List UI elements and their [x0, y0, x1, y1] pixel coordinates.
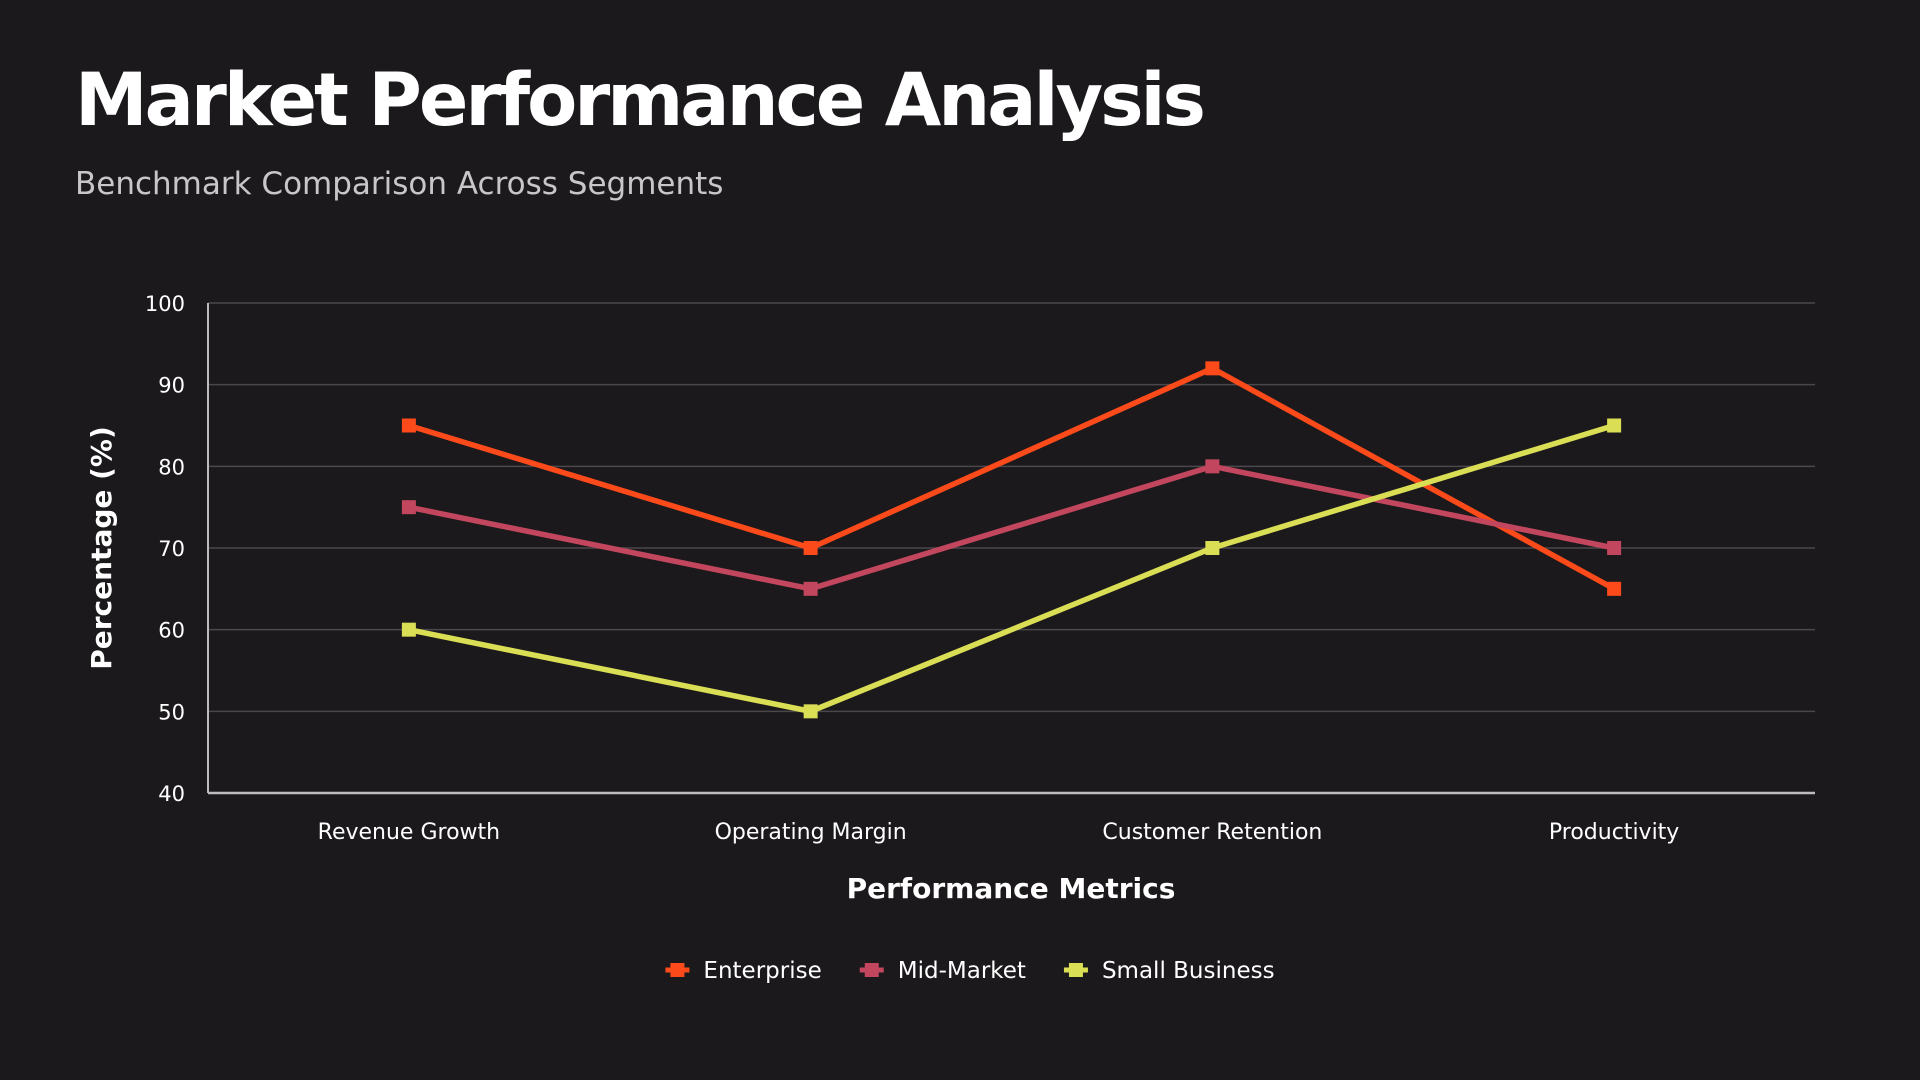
series-line-2	[408, 422, 1615, 715]
data-point	[803, 704, 818, 719]
x-tick-label: Productivity	[1549, 820, 1679, 845]
y-tick-label: 50	[158, 700, 185, 724]
data-point	[401, 418, 416, 433]
legend-swatch-marker	[670, 963, 685, 977]
tick-labels: 40 50 60 70 80 90 100 Revenue Growth Operating M…	[145, 292, 1679, 845]
x-tick-label: Revenue Growth	[318, 820, 500, 845]
data-point	[1205, 459, 1220, 474]
y-tick-label: 40	[158, 782, 185, 806]
data-point	[401, 500, 416, 515]
y-tick-label: 90	[158, 374, 185, 398]
grid-lines	[208, 302, 1815, 713]
data-point	[1607, 418, 1622, 433]
data-point	[1205, 361, 1220, 376]
legend-swatch-marker	[1068, 963, 1083, 977]
legend: Enterprise Mid-Market Small Business	[665, 958, 1275, 984]
data-point	[1607, 541, 1622, 555]
data-point	[1205, 541, 1220, 555]
y-tick-label: 70	[158, 537, 185, 561]
x-tick-label: Customer Retention	[1102, 820, 1322, 845]
y-tick-label: 60	[158, 619, 185, 643]
y-tick-label: 80	[158, 455, 185, 479]
series-line-0	[408, 365, 1616, 592]
x-tick-label: Operating Margin	[715, 820, 907, 845]
data-point	[803, 541, 818, 555]
y-tick-label: 100	[145, 292, 185, 316]
legend-item: Small Business	[1063, 958, 1275, 984]
legend-item: Enterprise	[665, 958, 822, 984]
legend-label: Enterprise	[703, 958, 821, 984]
series-line-1	[408, 463, 1615, 592]
legend-swatch-marker	[864, 963, 879, 977]
legend-item: Mid-Market	[859, 958, 1026, 984]
series-lines	[401, 361, 1622, 719]
legend-label: Small Business	[1102, 958, 1275, 984]
data-point	[1607, 581, 1622, 596]
data-point	[401, 622, 416, 637]
page-title: Market Performance Analysis	[75, 58, 1206, 143]
x-axis-title: Performance Metrics	[847, 872, 1176, 905]
page-subtitle: Benchmark Comparison Across Segments	[75, 166, 724, 202]
data-point	[803, 581, 818, 596]
axes	[207, 303, 1815, 795]
legend-label: Mid-Market	[898, 958, 1026, 984]
y-axis-title: Percentage (%)	[85, 426, 118, 670]
